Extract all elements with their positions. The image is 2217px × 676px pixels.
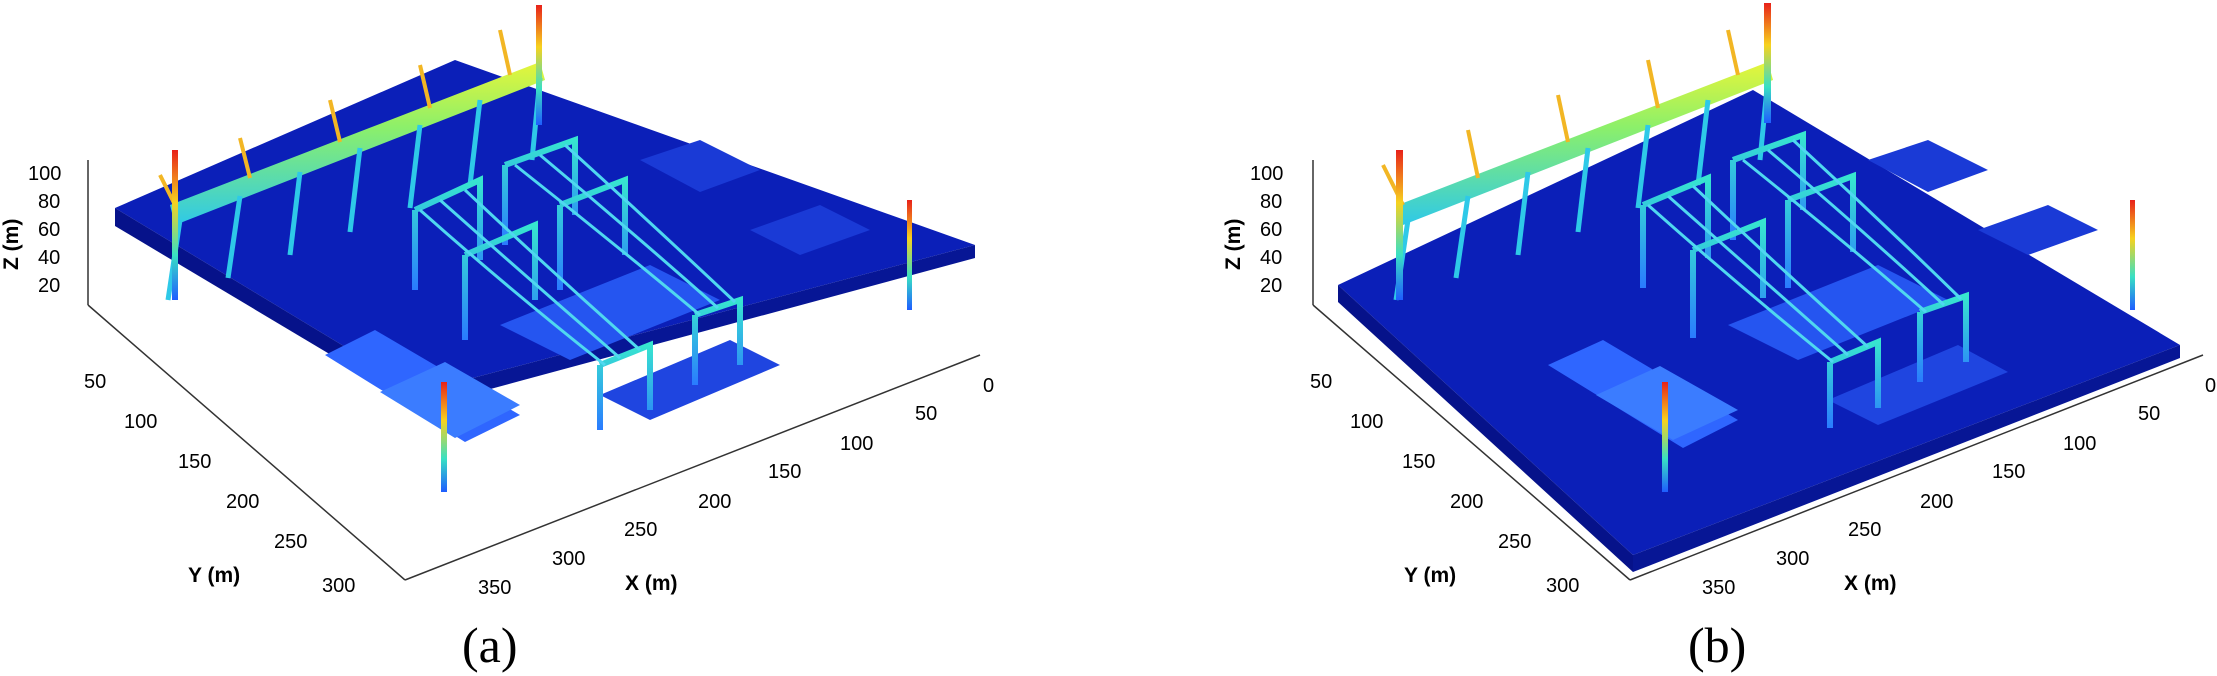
point-cloud-plot-a: 20 40 60 80 100 Z (m) 50 100 150 200 250… bbox=[0, 5, 994, 599]
y-tick: 150 bbox=[178, 451, 211, 473]
building-block bbox=[600, 340, 780, 420]
x-tick: 350 bbox=[478, 577, 511, 599]
building-block bbox=[1828, 345, 2008, 425]
tall-pole bbox=[2130, 200, 2135, 310]
y-tick: 300 bbox=[1546, 575, 1579, 597]
building-block bbox=[640, 140, 760, 192]
x-tick: 300 bbox=[1776, 548, 1809, 570]
y-tick: 250 bbox=[274, 531, 307, 553]
line-frames bbox=[1640, 130, 1969, 428]
z-tick: 80 bbox=[1260, 191, 1282, 213]
x-tick: 150 bbox=[768, 461, 801, 483]
z-tick: 20 bbox=[1260, 275, 1282, 297]
z-tick: 60 bbox=[38, 219, 60, 241]
y-tick: 150 bbox=[1402, 451, 1435, 473]
x-tick: 50 bbox=[2138, 403, 2160, 425]
z-tick: 60 bbox=[1260, 219, 1282, 241]
tall-pole bbox=[907, 200, 912, 310]
conductors bbox=[1647, 138, 1963, 364]
building-block bbox=[1868, 140, 1988, 192]
building-block bbox=[380, 362, 520, 438]
y-tick: 200 bbox=[1450, 491, 1483, 513]
point-cloud-plot-b: 20 40 60 80 100 Z (m) 50 100 150 200 250… bbox=[1222, 3, 2216, 599]
panel-label-b: (b) bbox=[1688, 617, 1747, 673]
tall-pole bbox=[1662, 382, 1668, 492]
z-tick: 20 bbox=[38, 275, 60, 297]
y-tick: 100 bbox=[1350, 411, 1383, 433]
ground-slab-edge-right bbox=[1633, 345, 2180, 572]
z-axis-title: Z (m) bbox=[1222, 219, 1245, 270]
gantry-beam bbox=[170, 62, 545, 225]
y-tick: 200 bbox=[226, 491, 259, 513]
ground-slab-edge bbox=[1338, 285, 1633, 572]
x-axis-title: X (m) bbox=[625, 572, 678, 595]
z-tick: 80 bbox=[38, 191, 60, 213]
axes-a bbox=[87, 160, 981, 581]
tall-pole bbox=[536, 5, 542, 125]
z-tick: 40 bbox=[38, 247, 60, 269]
tall-pole bbox=[172, 150, 178, 300]
x-tick: 100 bbox=[840, 433, 873, 455]
building-block bbox=[500, 265, 720, 360]
x-tick: 100 bbox=[2063, 433, 2096, 455]
y-tick: 100 bbox=[124, 411, 157, 433]
z-tick: 40 bbox=[1260, 247, 1282, 269]
conductors bbox=[419, 143, 737, 367]
y-tick: 50 bbox=[1310, 371, 1332, 393]
building-block bbox=[750, 205, 870, 255]
y-tick: 300 bbox=[322, 575, 355, 597]
y-tick: 50 bbox=[84, 371, 106, 393]
x-tick: 200 bbox=[698, 491, 731, 513]
axes-b bbox=[1312, 160, 2204, 581]
x-tick: 50 bbox=[915, 403, 937, 425]
z-tick: 100 bbox=[28, 163, 61, 185]
tall-pole bbox=[1396, 150, 1403, 300]
panel-a: 20 40 60 80 100 Z (m) 50 100 150 200 250… bbox=[0, 0, 1108, 676]
x-tick: 150 bbox=[1992, 461, 2025, 483]
x-tick: 0 bbox=[983, 375, 994, 397]
y-axis-title: Y (m) bbox=[1404, 564, 1456, 587]
panel-label-a: (a) bbox=[462, 617, 518, 673]
y-axis-title: Y (m) bbox=[188, 564, 240, 587]
y-tick: 250 bbox=[1498, 531, 1531, 553]
line-frames bbox=[412, 135, 743, 430]
x-tick: 300 bbox=[552, 548, 585, 570]
x-tick: 200 bbox=[1920, 491, 1953, 513]
tall-pole bbox=[441, 382, 447, 492]
x-axis-title: X (m) bbox=[1844, 572, 1897, 595]
building-block bbox=[1728, 265, 1948, 360]
x-tick: 350 bbox=[1702, 577, 1735, 599]
x-tick: 0 bbox=[2205, 375, 2216, 397]
tall-pole bbox=[1764, 3, 1771, 123]
gantry-spikes bbox=[158, 29, 512, 206]
ground-slab bbox=[115, 60, 975, 392]
gantry-beam bbox=[1398, 62, 1773, 225]
x-tick: 250 bbox=[1848, 519, 1881, 541]
panel-b: 20 40 60 80 100 Z (m) 50 100 150 200 250… bbox=[1108, 0, 2216, 676]
z-axis-title: Z (m) bbox=[0, 219, 23, 270]
x-tick: 250 bbox=[624, 519, 657, 541]
building-block bbox=[1978, 205, 2098, 255]
z-tick: 100 bbox=[1250, 163, 1283, 185]
